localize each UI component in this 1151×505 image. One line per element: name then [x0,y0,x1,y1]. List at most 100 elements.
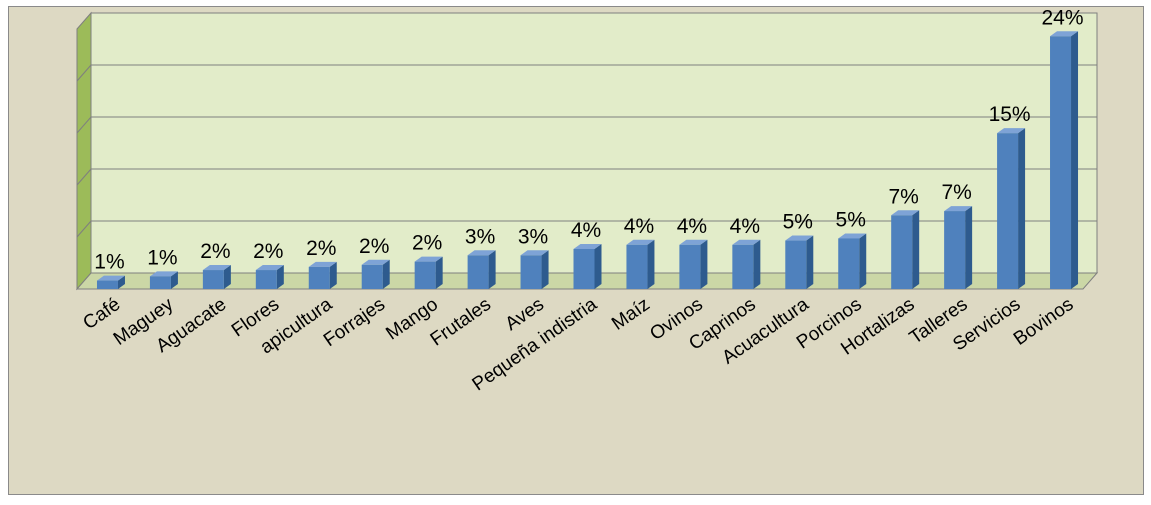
bar-side [329,261,337,289]
bar-front [997,133,1019,289]
data-label: 2% [412,232,442,255]
bar-top [626,239,655,245]
data-label: 4% [677,215,707,238]
data-label: 2% [200,240,230,263]
bar-top [679,239,708,245]
bar-top [520,250,549,256]
bar-side [1018,128,1026,289]
data-label: 2% [359,235,389,258]
bar-top [96,275,125,281]
data-label: 7% [941,181,971,204]
bar [96,275,125,289]
data-label: 4% [624,215,654,238]
bar [414,256,443,289]
bar [467,250,496,289]
category-axis-labels: CaféMagueyAguacateFloresapiculturaForraj… [79,294,1077,396]
category-label: Frutales [427,294,495,351]
bar-front [891,215,913,289]
bar-side [488,250,496,289]
bar-front [520,255,542,289]
data-label: 1% [94,251,124,274]
bar [997,128,1026,289]
bar-front [1050,36,1072,289]
data-label: 7% [889,185,919,208]
bar [732,239,761,289]
data-label: 3% [465,225,495,248]
bar-side [1071,31,1079,289]
bar [308,261,337,289]
bar-side [912,210,920,289]
bar [626,239,655,289]
bar [1050,31,1079,289]
gridlines [76,64,1097,238]
bar [202,265,231,289]
data-label: 2% [253,240,283,263]
bar-top [732,239,761,245]
gridline-side [76,64,92,82]
bar-front [414,261,436,289]
data-label: 4% [571,219,601,242]
data-label: 5% [836,208,866,231]
bar-chart: 1% 1% 2% 2% 2% 2% 2% 3% 3% 4% 4% 4% 4% 5% 5% 7% 7% 15% 24%… [75,7,1099,396]
bar [149,271,178,289]
bar-front [308,266,330,289]
bar-side [753,239,761,289]
bar [255,265,284,289]
bar-top [361,259,390,265]
bar-top [414,256,443,262]
gridline-side [76,220,92,238]
gridline-side [76,116,92,134]
bar-side [594,243,602,289]
bar-top [202,265,231,271]
bar-top [838,233,867,239]
bar-front [944,211,966,289]
back-wall [75,11,1099,291]
bar-front [96,280,118,289]
bar-side [541,250,549,289]
bar-side [276,265,284,289]
data-label: 1% [147,246,177,269]
bars [96,31,1079,289]
bar-front [838,238,860,289]
bar-top [1050,31,1079,37]
chart-area: 1% 1% 2% 2% 2% 2% 2% 3% 3% 4% 4% 4% 4% 5% 5% 7% 7% 15% 24%… [8,6,1144,495]
plot-side-wall [76,11,92,291]
bar-side [859,233,867,289]
bar [679,239,708,289]
bar-front [626,244,648,289]
data-label: 15% [989,103,1031,126]
data-label: 3% [518,225,548,248]
bar-side [117,275,125,289]
bar-top [255,265,284,271]
bar-front [679,244,701,289]
bar-top [891,210,920,216]
bar-front [573,248,595,289]
bar-front [149,276,171,289]
bar-top [997,128,1026,134]
bar-side [435,256,443,289]
bar-top [467,250,496,256]
plot-back-wall [90,12,1098,274]
bar-front [255,270,277,289]
data-labels: 1% 1% 2% 2% 2% 2% 2% 3% 3% 4% 4% 4% 4% 5% 5% 7% 7% 15% 24% [94,7,1083,274]
bar [891,210,920,289]
category-label: Forrajes [320,294,389,351]
category-label: Bovinos [1010,294,1077,350]
bar-side [965,206,973,289]
bar-side [170,271,178,289]
bar-top [785,235,814,241]
bar-top [149,271,178,277]
data-label: 4% [730,215,760,238]
bar [944,206,973,289]
bar-front [467,255,489,289]
data-label: 5% [783,211,813,234]
bar-front [732,244,754,289]
data-label: 24% [1042,7,1084,29]
bar-front [361,264,383,289]
bar [520,250,549,289]
bar [361,259,390,289]
bar-front [785,240,807,289]
bar-side [647,239,655,289]
data-label: 2% [306,237,336,260]
bar [785,235,814,289]
